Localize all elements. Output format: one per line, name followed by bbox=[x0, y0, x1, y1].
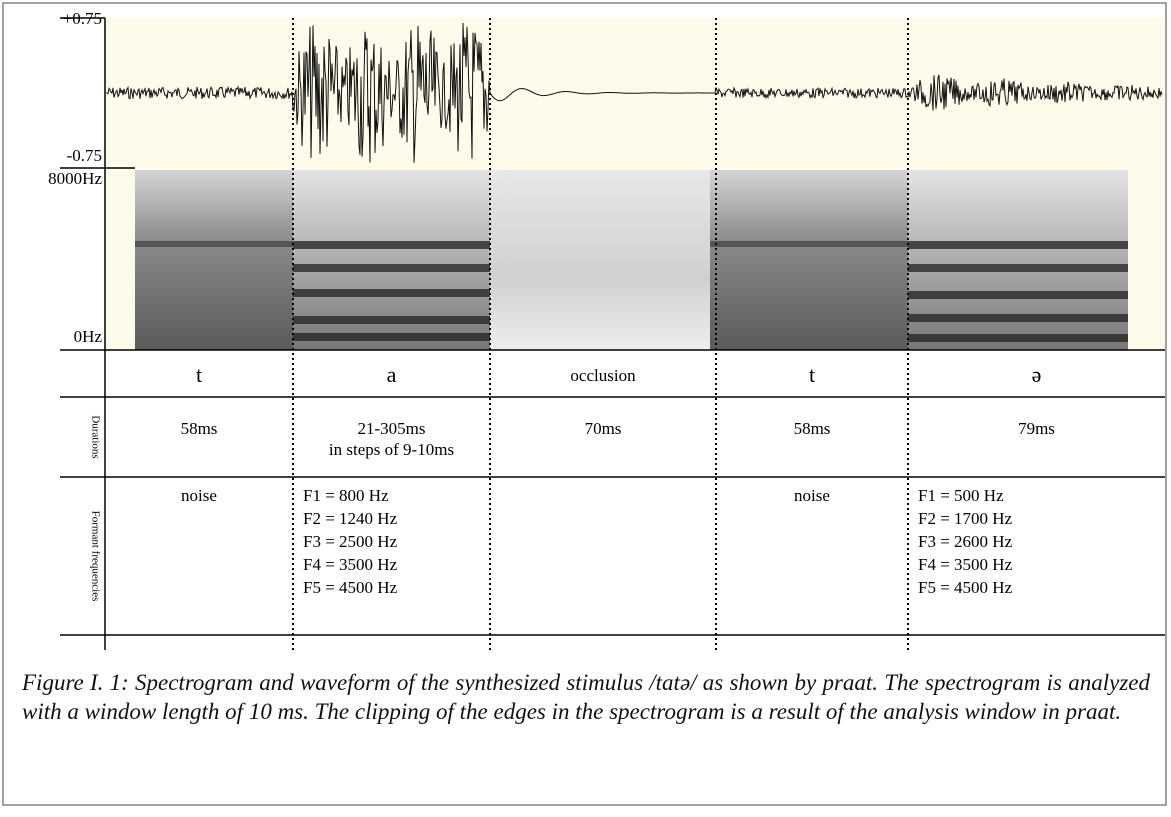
formant: F5 = 4500 Hz bbox=[303, 578, 398, 597]
row-label: Formant frequencies bbox=[89, 511, 101, 602]
consonant-band bbox=[710, 241, 908, 247]
amplitude-bottom: -0.75 bbox=[67, 146, 102, 165]
segment-label: t bbox=[809, 362, 815, 387]
formant: F2 = 1240 Hz bbox=[303, 509, 398, 528]
formant: noise bbox=[794, 486, 830, 505]
formant-band bbox=[908, 291, 1128, 299]
waveform-trace bbox=[106, 22, 1163, 163]
frequency-bottom: 0Hz bbox=[74, 327, 103, 346]
frequency-top: 8000Hz bbox=[48, 169, 102, 188]
formant-band bbox=[293, 264, 490, 272]
formant-band bbox=[293, 316, 490, 324]
formant-band bbox=[293, 333, 490, 341]
formant: F4 = 3500 Hz bbox=[918, 555, 1013, 574]
grid-lines bbox=[60, 17, 1165, 650]
duration: 70ms bbox=[585, 419, 622, 438]
spectrogram bbox=[135, 170, 1128, 350]
segment-label: t bbox=[196, 362, 202, 387]
formant: F4 = 3500 Hz bbox=[303, 555, 398, 574]
formant-band bbox=[908, 314, 1128, 322]
duration: in steps of 9-10ms bbox=[329, 440, 454, 459]
formant-band bbox=[293, 289, 490, 297]
outer-border bbox=[2, 2, 1167, 806]
formant-band bbox=[908, 264, 1128, 272]
formant: F5 = 4500 Hz bbox=[918, 578, 1013, 597]
formant: F3 = 2600 Hz bbox=[918, 532, 1013, 551]
amplitude-top: +0.75 bbox=[63, 9, 102, 28]
waveform bbox=[106, 22, 1163, 163]
formant: noise bbox=[181, 486, 217, 505]
formant-band bbox=[908, 334, 1128, 342]
duration: 58ms bbox=[181, 419, 218, 438]
duration: 58ms bbox=[794, 419, 831, 438]
formant-band bbox=[293, 241, 490, 249]
formant: F3 = 2500 Hz bbox=[303, 532, 398, 551]
consonant-band bbox=[135, 241, 293, 247]
segment-label: ə bbox=[1032, 362, 1042, 387]
caption: Figure I. 1: Spectrogram and waveform of… bbox=[22, 670, 1150, 724]
row-label: Durations bbox=[89, 415, 101, 458]
formant-band bbox=[908, 241, 1128, 249]
segment-boundaries bbox=[292, 18, 909, 650]
segment-label: a bbox=[387, 362, 397, 387]
duration: 21-305ms bbox=[358, 419, 426, 438]
duration: 79ms bbox=[1018, 419, 1055, 438]
formant: F1 = 500 Hz bbox=[918, 486, 1004, 505]
segment-label: occlusion bbox=[570, 366, 636, 385]
formant: F1 = 800 Hz bbox=[303, 486, 389, 505]
formant: F2 = 1700 Hz bbox=[918, 509, 1013, 528]
